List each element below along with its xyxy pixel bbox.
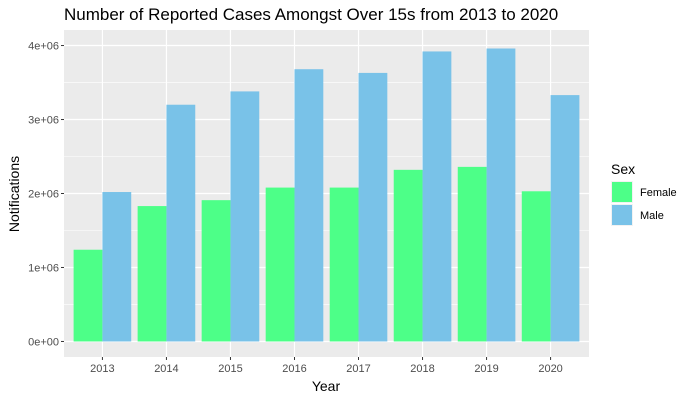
legend-key-female <box>612 182 632 202</box>
y-tick-label: 4e+06 <box>28 41 59 53</box>
y-axis: 0e+00 1e+06 2e+06 3e+06 4e+06 <box>28 41 64 348</box>
y-tick-label: 1e+06 <box>28 262 59 274</box>
bar-male-2016 <box>294 69 324 342</box>
x-tick-label: 2019 <box>474 363 498 375</box>
x-tick-label: 2014 <box>154 363 178 375</box>
bar-male-2018 <box>422 51 452 342</box>
bar-female-2017 <box>329 187 359 342</box>
x-axis: 2013 2014 2015 2016 2017 2018 2019 2020 <box>90 357 563 375</box>
bar-female-2014 <box>137 206 167 342</box>
legend: Sex Female Male <box>611 161 677 226</box>
x-axis-title: Year <box>312 378 341 394</box>
bar-male-2017 <box>358 72 388 342</box>
x-tick-label: 2018 <box>410 363 434 375</box>
bar-male-2015 <box>230 91 260 342</box>
legend-label: Female <box>640 187 677 199</box>
legend-title: Sex <box>611 161 635 177</box>
bar-female-2016 <box>265 187 295 342</box>
x-tick-label: 2013 <box>90 363 114 375</box>
y-tick-label: 2e+06 <box>28 189 59 201</box>
bar-female-2013 <box>73 249 103 342</box>
bars <box>73 48 580 342</box>
bar-male-2020 <box>550 95 580 342</box>
legend-label: Male <box>640 210 664 222</box>
y-tick-label: 0e+00 <box>28 336 59 348</box>
x-tick-label: 2015 <box>218 363 242 375</box>
y-axis-title: Notifications <box>6 156 22 232</box>
bar-female-2018 <box>393 169 423 342</box>
bar-male-2019 <box>486 48 516 342</box>
x-tick-label: 2017 <box>346 363 370 375</box>
bar-female-2020 <box>521 191 551 342</box>
x-tick-label: 2020 <box>538 363 562 375</box>
bar-male-2013 <box>102 192 132 342</box>
legend-key-male <box>612 205 632 225</box>
bar-female-2019 <box>457 166 487 342</box>
bar-male-2014 <box>166 104 196 342</box>
bar-female-2015 <box>201 200 231 342</box>
chart-title: Number of Reported Cases Amongst Over 15… <box>64 5 558 24</box>
y-tick-label: 3e+06 <box>28 115 59 127</box>
x-tick-label: 2016 <box>282 363 306 375</box>
